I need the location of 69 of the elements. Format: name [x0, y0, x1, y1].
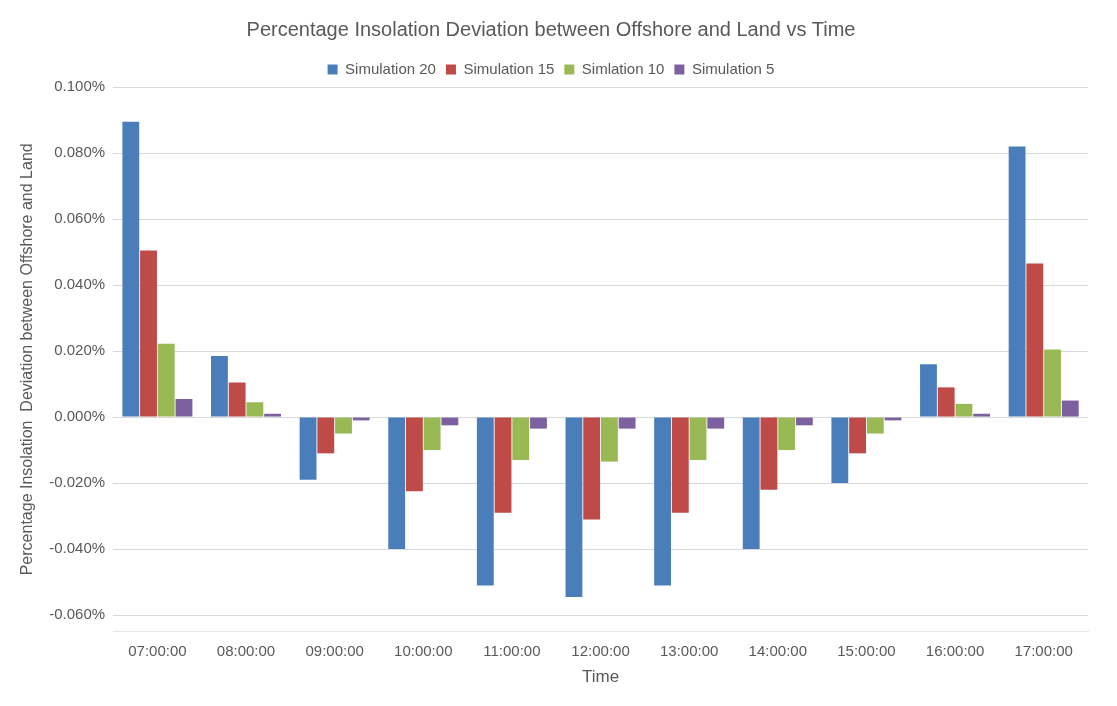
- bar: [317, 417, 335, 454]
- bar: [441, 417, 459, 426]
- bar: [920, 364, 937, 417]
- bar: [831, 417, 849, 484]
- bar: [600, 417, 618, 462]
- bar: [583, 417, 601, 520]
- legend-label: Simulation 20: [345, 59, 436, 77]
- bar: [335, 417, 352, 434]
- x-tick-label: 09:00:00: [305, 641, 364, 659]
- bar: [866, 417, 884, 434]
- bar: [388, 417, 406, 550]
- x-tick-label: 12:00:00: [571, 641, 630, 659]
- bar: [707, 417, 725, 429]
- bar: [937, 387, 955, 417]
- x-tick-label: 13:00:00: [659, 641, 719, 659]
- x-tick-label: 11:00:00: [483, 641, 541, 659]
- x-tick-label: 08:00:00: [216, 641, 276, 659]
- x-tick-label: 07:00:00: [128, 641, 187, 659]
- bar: [1061, 400, 1079, 417]
- bar: [760, 417, 778, 490]
- bar: [405, 417, 423, 492]
- bar: [689, 417, 707, 460]
- bar: [157, 343, 175, 417]
- bar: [654, 417, 671, 586]
- bar: [423, 417, 441, 451]
- bar: [494, 417, 512, 513]
- bar: [795, 417, 813, 426]
- bar: [211, 356, 228, 417]
- legend-label: Simulation 5: [691, 59, 775, 77]
- bar: [246, 402, 264, 417]
- y-tick-label: -0.060%: [49, 605, 106, 623]
- bar: [264, 413, 282, 417]
- x-tick-label: 15:00:00: [837, 641, 896, 659]
- x-tick-label: 10:00:00: [394, 641, 453, 659]
- legend-label: Simlation 10: [581, 59, 665, 77]
- bar: [742, 417, 760, 550]
- bar: [973, 413, 991, 417]
- bar: [228, 382, 246, 417]
- bar: [671, 417, 689, 513]
- bar: [530, 417, 547, 429]
- bar: [512, 417, 530, 460]
- bar: [1044, 349, 1061, 417]
- bar: [299, 417, 317, 480]
- bar: [618, 417, 636, 429]
- y-tick-label: 0.060%: [54, 209, 106, 227]
- x-tick-label: 14:00:00: [748, 641, 807, 659]
- bar: [175, 398, 193, 417]
- y-tick-label: -0.040%: [49, 539, 106, 557]
- y-tick-label: 0.000%: [54, 407, 106, 425]
- bar: [955, 403, 973, 417]
- bar: [122, 121, 140, 417]
- bar: [565, 417, 583, 597]
- x-tick-label: 16:00:00: [925, 641, 985, 659]
- bar: [1008, 146, 1026, 417]
- y-axis-title: Percentage Insolation Deviation between Offshore and Land: [18, 143, 36, 576]
- bar: [778, 417, 796, 451]
- bar: [140, 250, 157, 417]
- bar: [849, 417, 866, 454]
- legend-label: Simulation 15: [463, 59, 555, 77]
- chart-title: Percentage Insolation Deviation between Offshore and Land vs Time: [246, 17, 856, 40]
- x-tick-label: 17:00:00: [1014, 641, 1073, 659]
- bar: [476, 417, 494, 586]
- x-axis-title: Time: [581, 667, 620, 687]
- bar: [1026, 263, 1044, 417]
- y-tick-label: 0.040%: [54, 275, 106, 293]
- y-tick-label: -0.020%: [49, 473, 106, 491]
- y-tick-label: 0.020%: [54, 341, 106, 359]
- y-tick-label: 0.080%: [54, 143, 106, 161]
- y-tick-label: 0.100%: [54, 77, 106, 95]
